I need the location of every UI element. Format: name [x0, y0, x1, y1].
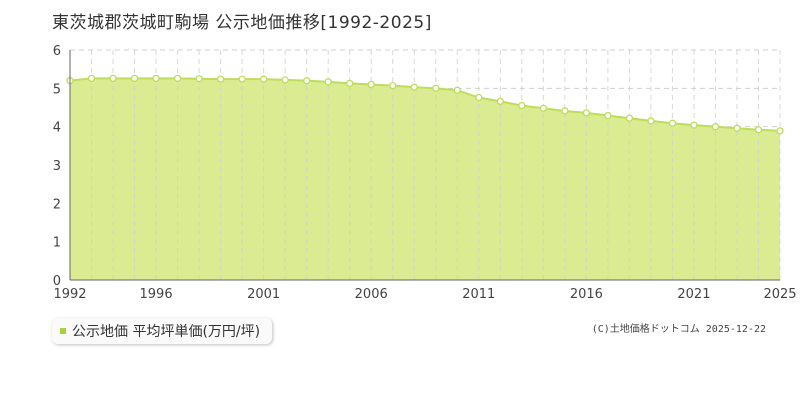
data-point-2022 [711, 123, 720, 131]
legend: 公示地価 平均坪単価(万円/坪) [52, 318, 273, 344]
data-point-1996 [152, 74, 160, 83]
data-point-2009 [432, 84, 440, 92]
y-tick-labels: 0 1 2 3 4 5 6 [53, 44, 61, 289]
vertical-grid-lines [91, 50, 781, 280]
data-point-1998 [195, 75, 203, 83]
data-point-2013 [518, 101, 526, 110]
data-point-2010 [453, 86, 461, 94]
y-tick-label: 2 [53, 197, 61, 212]
y-tick-label: 1 [53, 236, 61, 251]
y-tick-label: 5 [53, 82, 61, 97]
data-point-2024 [754, 126, 763, 134]
data-point-2023 [733, 124, 741, 132]
data-point-2012 [496, 97, 504, 106]
data-point-2000 [238, 75, 246, 83]
data-point-2021 [690, 121, 698, 129]
data-point-2020 [668, 119, 677, 127]
x-tick-label: 2001 [247, 287, 280, 302]
data-point-2001 [259, 75, 268, 83]
y-tick-label: 3 [53, 159, 61, 174]
data-point-2008 [410, 83, 418, 91]
x-tick-label: 2016 [570, 287, 603, 302]
data-point-2004 [324, 78, 332, 86]
legend-swatch [60, 328, 66, 334]
x-tick-labels: 1992 1996 2001 2006 2011 2016 2021 2025 [53, 287, 796, 302]
data-point-2018 [625, 114, 634, 122]
data-point-2003 [303, 77, 311, 85]
data-point-2005 [346, 79, 354, 87]
series-line [69, 77, 781, 132]
data-point-2007 [389, 82, 397, 90]
data-point-1999 [216, 75, 225, 83]
data-point-2016 [582, 109, 591, 117]
data-point-2025 [776, 127, 784, 135]
data-point-1993 [87, 74, 96, 83]
data-point-2011 [475, 93, 483, 102]
x-tick-label: 2006 [355, 287, 388, 302]
data-point-2019 [647, 117, 655, 125]
data-point-2014 [539, 104, 547, 112]
copyright-notice: (C)土地価格ドットコム 2025-12-22 [591, 324, 766, 335]
y-tick-label: 4 [53, 121, 61, 136]
y-tick-label: 0 [53, 274, 61, 289]
data-point-2002 [281, 76, 289, 84]
data-point-2006 [367, 80, 375, 89]
x-tick-label: 2021 [677, 287, 710, 302]
data-point-1994 [109, 74, 117, 83]
chart-title: 東茨城郡茨城町駒場 公示地価推移[1992-2025] [52, 13, 432, 33]
series-area [70, 78, 780, 281]
y-tick-label: 6 [53, 44, 61, 59]
data-points [66, 74, 784, 135]
legend-label: 公示地価 平均坪単価(万円/坪) [72, 324, 261, 340]
x-tick-label: 1996 [140, 287, 173, 302]
x-tick-label: 1992 [53, 287, 86, 302]
x-tick-label: 2025 [763, 287, 796, 302]
data-point-1995 [130, 74, 139, 83]
x-tick-label: 2011 [462, 287, 495, 302]
data-point-2017 [604, 111, 612, 120]
data-point-2015 [561, 107, 569, 115]
data-point-1997 [173, 74, 182, 83]
